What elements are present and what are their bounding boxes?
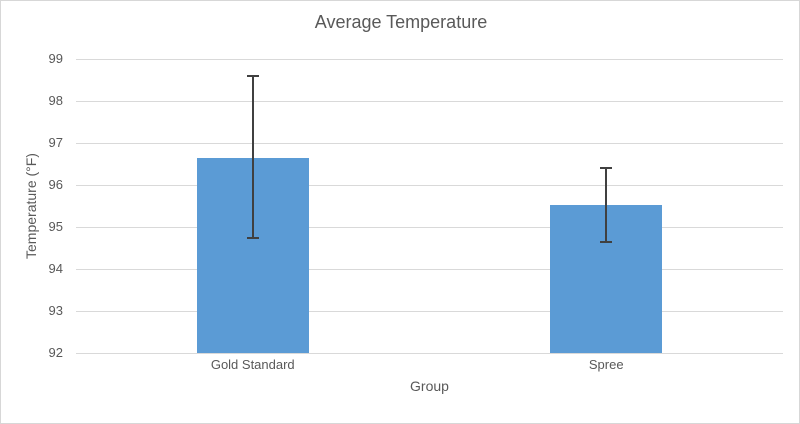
y-tick-label-98: 98 <box>48 93 63 108</box>
error-bar-bottom-cap-gold-standard <box>246 236 259 239</box>
y-tick-label-99: 99 <box>48 51 63 66</box>
x-tick-label-gold-standard: Gold Standard <box>210 357 295 372</box>
gridline-y-94 <box>76 269 783 270</box>
x-tick-label-spree: Spree <box>588 357 624 372</box>
gridline-y-98 <box>76 101 783 102</box>
y-tick-label-93: 93 <box>48 303 63 318</box>
y-tick-label-96: 96 <box>48 177 63 192</box>
gridline-y-96 <box>76 185 783 186</box>
gridline-y-93 <box>76 311 783 312</box>
chart-title: Average Temperature <box>314 12 488 32</box>
x-axis-line <box>76 353 783 354</box>
y-tick-label-94: 94 <box>48 261 63 276</box>
plot-area <box>76 59 783 354</box>
gridline-y-97 <box>76 143 783 144</box>
y-tick-label-97: 97 <box>48 135 63 150</box>
x-axis-title: Group <box>410 378 449 394</box>
error-bar-top-cap-gold-standard <box>246 74 259 77</box>
y-tick-label-95: 95 <box>48 219 63 234</box>
gridline-y-95 <box>76 227 783 228</box>
error-bar-line-gold-standard <box>251 75 254 238</box>
error-bar-top-cap-spree <box>600 167 613 170</box>
gridline-y-99 <box>76 59 783 60</box>
error-bar-bottom-cap-spree <box>600 240 613 243</box>
y-axis-title: Temperature (°F) <box>23 153 39 259</box>
error-bar-line-spree <box>605 168 608 242</box>
y-tick-label-92: 92 <box>48 345 63 360</box>
